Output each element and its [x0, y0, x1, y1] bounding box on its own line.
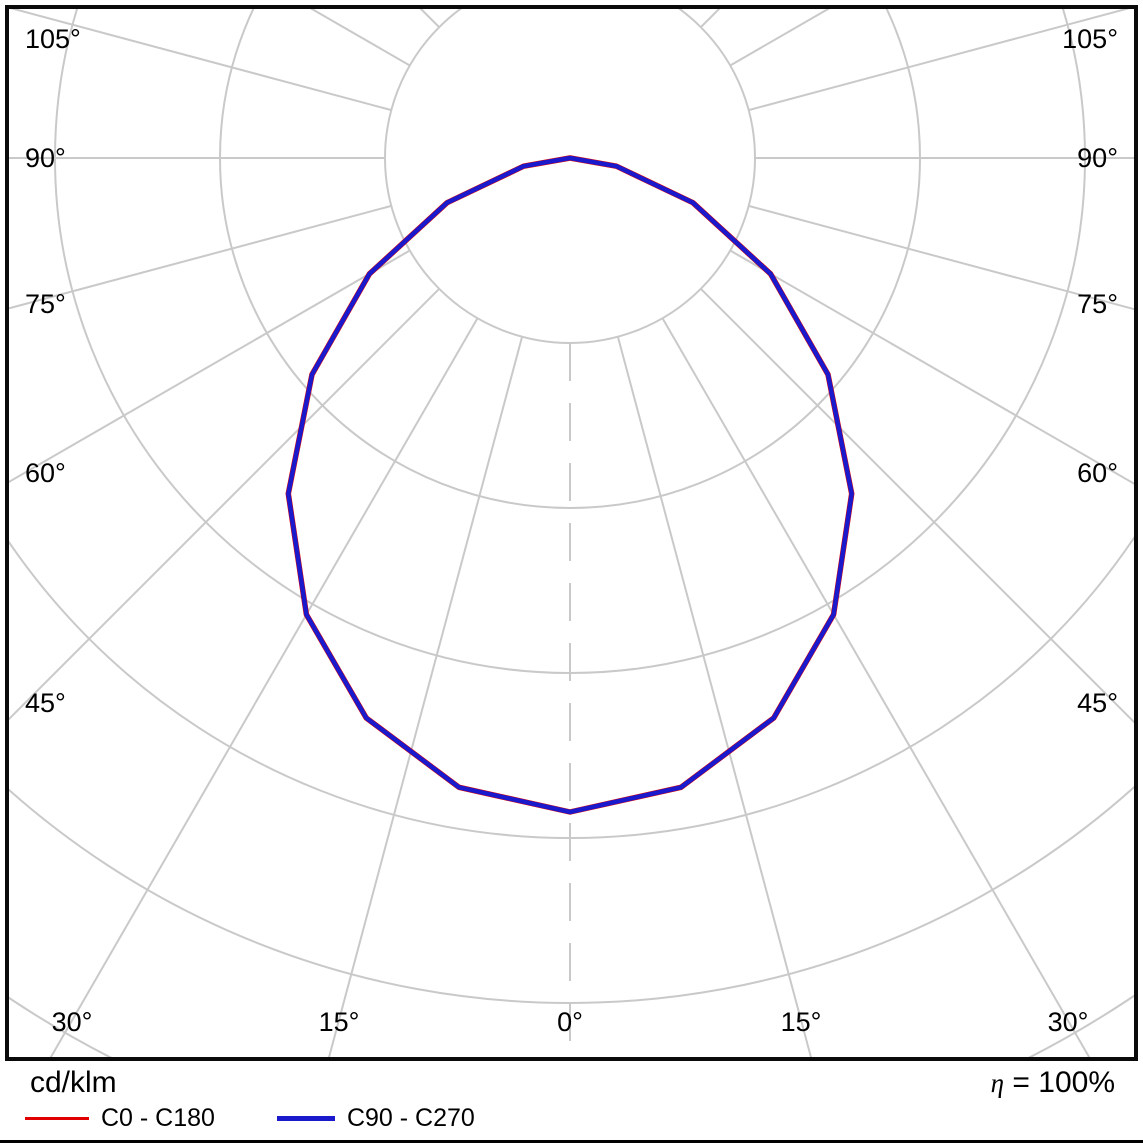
- polar-plot-area: 105° 90° 75° 60° 45° 105° 90° 75° 60° 45° 30° 15° 0°…: [5, 5, 1138, 1061]
- legend-label-c0-c180: C0 - C180: [101, 1104, 215, 1132]
- angle-label: 90°: [25, 143, 66, 173]
- legend-item-c90-c270: C90 - C270: [276, 1104, 475, 1133]
- grid-ring: [384, 9, 756, 344]
- legend-red-line-swatch: [25, 1117, 89, 1120]
- angle-label: 60°: [1077, 458, 1118, 488]
- grid-radial-line: [729, 249, 1134, 485]
- grid-radial-line: [328, 336, 524, 1057]
- grid-ring: [9, 535, 1134, 839]
- grid-radial-line: [700, 288, 1134, 724]
- angle-label: 60°: [25, 458, 66, 488]
- legend-item-c0-c180: C0 - C180: [25, 1104, 215, 1133]
- grid-radial-line: [748, 9, 1130, 112]
- angle-label: 30°: [1048, 1007, 1089, 1037]
- grid-radial-line: [9, 249, 411, 484]
- grid-radial-line: [9, 204, 392, 310]
- grid-ring: [54, 9, 1086, 674]
- angle-label: 105°: [25, 24, 81, 54]
- radial-unit-label: cd/klm: [30, 1066, 117, 1099]
- bottom-border-rule: [0, 1140, 1143, 1143]
- angle-label: 75°: [1077, 289, 1118, 319]
- grid-radial-line: [9, 288, 440, 721]
- angle-label: 45°: [1077, 688, 1118, 718]
- grid-radial-line: [10, 9, 392, 112]
- angle-label: 45°: [25, 688, 66, 718]
- angle-label: 15°: [781, 1007, 822, 1037]
- angle-label: 105°: [1062, 24, 1118, 54]
- eta-symbol: η: [990, 1068, 1005, 1098]
- grid-radial-line: [49, 317, 479, 1057]
- legend-label-c90-c270: C90 - C270: [346, 1104, 475, 1132]
- efficiency-label: η = 100%: [991, 1066, 1115, 1100]
- legend: C0 - C180 C90 - C270: [25, 1104, 537, 1133]
- grid-radial-line: [616, 336, 812, 1057]
- angle-label: 75°: [25, 289, 66, 319]
- angle-label: 0°: [557, 1007, 583, 1037]
- grid-ring: [9, 994, 1134, 1057]
- legend-blue-line-swatch: [276, 1116, 335, 1121]
- curve-C90-C270: [286, 155, 854, 815]
- eta-value: = 100%: [1004, 1066, 1115, 1099]
- polar-chart-svg: 105° 90° 75° 60° 45° 105° 90° 75° 60° 45° 30° 15° 0°…: [9, 9, 1134, 1057]
- grid-radial-line: [661, 317, 1091, 1057]
- angle-label: 30°: [52, 1007, 93, 1037]
- grid-radial-line: [748, 204, 1134, 311]
- angle-label: 90°: [1077, 143, 1118, 173]
- angle-label: 15°: [319, 1007, 360, 1037]
